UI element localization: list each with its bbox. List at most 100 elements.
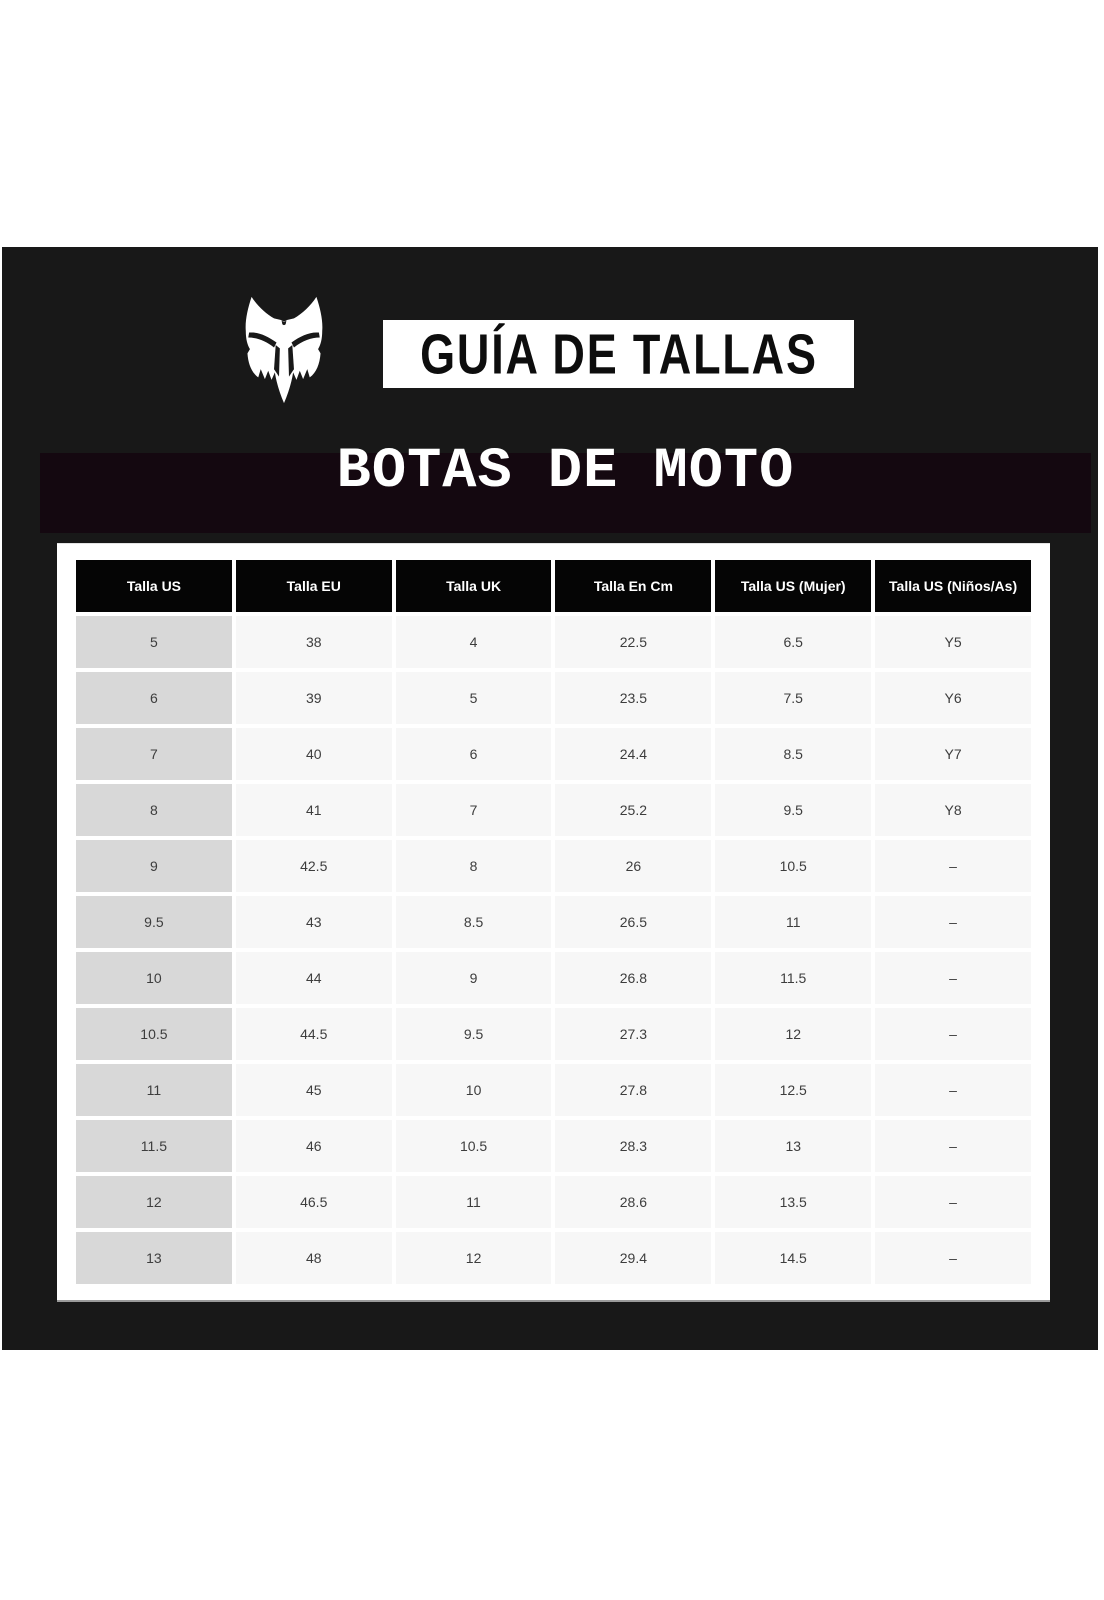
table-cell: 7.5 xyxy=(715,672,872,724)
table-cell: 44 xyxy=(235,952,392,1004)
column-header: Talla US xyxy=(76,560,232,612)
table-row: 11.5 46 10.5 28.3 13– xyxy=(76,1120,1031,1172)
table-row: 12 46.5 11 28.6 13.5– xyxy=(76,1176,1031,1228)
column-header: Talla EU xyxy=(235,560,392,612)
table-cell: 44.5 xyxy=(235,1008,392,1060)
cell-talla-us: 7 xyxy=(76,728,232,780)
header-row: Talla US Talla EU Talla UK Talla En Cm Talla… xyxy=(76,560,1031,612)
table-row: 13 48 12 29.4 14.5– xyxy=(76,1232,1031,1284)
size-table-body: 5 38 4 22.5 6.5 Y5 6 39 5 23.5 7.5 Y6 7 40 6 24.4 8.5 Y7 8… xyxy=(76,616,1031,1284)
table-cell: 8.5 xyxy=(395,896,552,948)
table-cell: 11 xyxy=(395,1176,552,1228)
table-cell: 46 xyxy=(235,1120,392,1172)
table-cell: – xyxy=(875,1120,1031,1172)
table-cell: 7 xyxy=(395,784,552,836)
table-cell: 25.2 xyxy=(555,784,712,836)
table-cell: 26.8 xyxy=(555,952,712,1004)
table-cell: 10.5 xyxy=(715,840,872,892)
column-header: Talla En Cm xyxy=(555,560,712,612)
table-cell: 40 xyxy=(235,728,392,780)
size-table-card: Talla US Talla EU Talla UK Talla En Cm Talla… xyxy=(57,543,1050,1302)
cell-talla-us: 5 xyxy=(76,616,232,668)
table-cell: 29.4 xyxy=(555,1232,712,1284)
table-cell: 28.3 xyxy=(555,1120,712,1172)
table-cell: – xyxy=(875,1232,1031,1284)
table-cell: 27.8 xyxy=(555,1064,712,1116)
table-cell: Y6 xyxy=(875,672,1031,724)
table-cell: 45 xyxy=(235,1064,392,1116)
table-cell: 8.5 xyxy=(715,728,872,780)
table-row: 11 45 10 27.8 12.5– xyxy=(76,1064,1031,1116)
page-subtitle: BOTAS DE MOTO xyxy=(336,440,795,504)
table-cell: 46.5 xyxy=(235,1176,392,1228)
size-table: Talla US Talla EU Talla UK Talla En Cm Talla… xyxy=(72,556,1035,1288)
table-row: 5 38 4 22.5 6.5 Y5 xyxy=(76,616,1031,668)
cell-talla-us: 8 xyxy=(76,784,232,836)
table-row: 8 41 7 25.2 9.5 Y8 xyxy=(76,784,1031,836)
table-cell: – xyxy=(875,1008,1031,1060)
table-cell: – xyxy=(875,952,1031,1004)
column-header: Talla UK xyxy=(395,560,552,612)
table-cell: 10.5 xyxy=(395,1120,552,1172)
table-cell: 12 xyxy=(395,1232,552,1284)
cell-talla-us: 9 xyxy=(76,840,232,892)
table-cell: 11.5 xyxy=(715,952,872,1004)
table-cell: 5 xyxy=(395,672,552,724)
table-cell: – xyxy=(875,1176,1031,1228)
size-table-head: Talla US Talla EU Talla UK Talla En Cm Talla… xyxy=(76,560,1031,612)
fox-head-logo-icon xyxy=(245,296,323,404)
cell-talla-us: 11 xyxy=(76,1064,232,1116)
table-cell: 14.5 xyxy=(715,1232,872,1284)
cell-talla-us: 12 xyxy=(76,1176,232,1228)
table-cell: – xyxy=(875,1064,1031,1116)
table-cell: 41 xyxy=(235,784,392,836)
table-cell: 28.6 xyxy=(555,1176,712,1228)
table-row: 9.5 43 8.5 26.5 11– xyxy=(76,896,1031,948)
table-cell: 4 xyxy=(395,616,552,668)
table-cell: 12 xyxy=(715,1008,872,1060)
cell-talla-us: 10.5 xyxy=(76,1008,232,1060)
table-row: 10 44 9 26.8 11.5– xyxy=(76,952,1031,1004)
table-cell: 23.5 xyxy=(555,672,712,724)
table-cell: 27.3 xyxy=(555,1008,712,1060)
table-cell: 22.5 xyxy=(555,616,712,668)
table-cell: 48 xyxy=(235,1232,392,1284)
table-cell: 26.5 xyxy=(555,896,712,948)
column-header: Talla US (Niños/As) xyxy=(875,560,1031,612)
table-cell: 12.5 xyxy=(715,1064,872,1116)
cell-talla-us: 13 xyxy=(76,1232,232,1284)
table-cell: Y8 xyxy=(875,784,1031,836)
table-cell: 26 xyxy=(555,840,712,892)
table-cell: – xyxy=(875,840,1031,892)
cell-talla-us: 9.5 xyxy=(76,896,232,948)
subtitle-band: BOTAS DE MOTO xyxy=(40,440,1091,533)
table-cell: 11 xyxy=(715,896,872,948)
table-cell: 10 xyxy=(395,1064,552,1116)
page-title: GUÍA DE TALLAS xyxy=(419,322,818,386)
table-cell: Y7 xyxy=(875,728,1031,780)
table-cell: 38 xyxy=(235,616,392,668)
table-cell: 6 xyxy=(395,728,552,780)
table-cell: 13.5 xyxy=(715,1176,872,1228)
table-cell: – xyxy=(875,896,1031,948)
column-header: Talla US (Mujer) xyxy=(715,560,872,612)
table-cell: 39 xyxy=(235,672,392,724)
table-cell: 6.5 xyxy=(715,616,872,668)
cell-talla-us: 11.5 xyxy=(76,1120,232,1172)
cell-talla-us: 10 xyxy=(76,952,232,1004)
table-cell: 13 xyxy=(715,1120,872,1172)
table-row: 6 39 5 23.5 7.5 Y6 xyxy=(76,672,1031,724)
cell-talla-us: 6 xyxy=(76,672,232,724)
table-row: 7 40 6 24.4 8.5 Y7 xyxy=(76,728,1031,780)
table-cell: 8 xyxy=(395,840,552,892)
table-cell: 24.4 xyxy=(555,728,712,780)
table-row: 10.5 44.5 9.5 27.3 12– xyxy=(76,1008,1031,1060)
table-cell: 9 xyxy=(395,952,552,1004)
title-box: GUÍA DE TALLAS xyxy=(383,320,854,388)
table-cell: 9.5 xyxy=(395,1008,552,1060)
table-row: 9 42.5 8 26 10.5– xyxy=(76,840,1031,892)
table-cell: 9.5 xyxy=(715,784,872,836)
table-cell: 43 xyxy=(235,896,392,948)
table-cell: Y5 xyxy=(875,616,1031,668)
